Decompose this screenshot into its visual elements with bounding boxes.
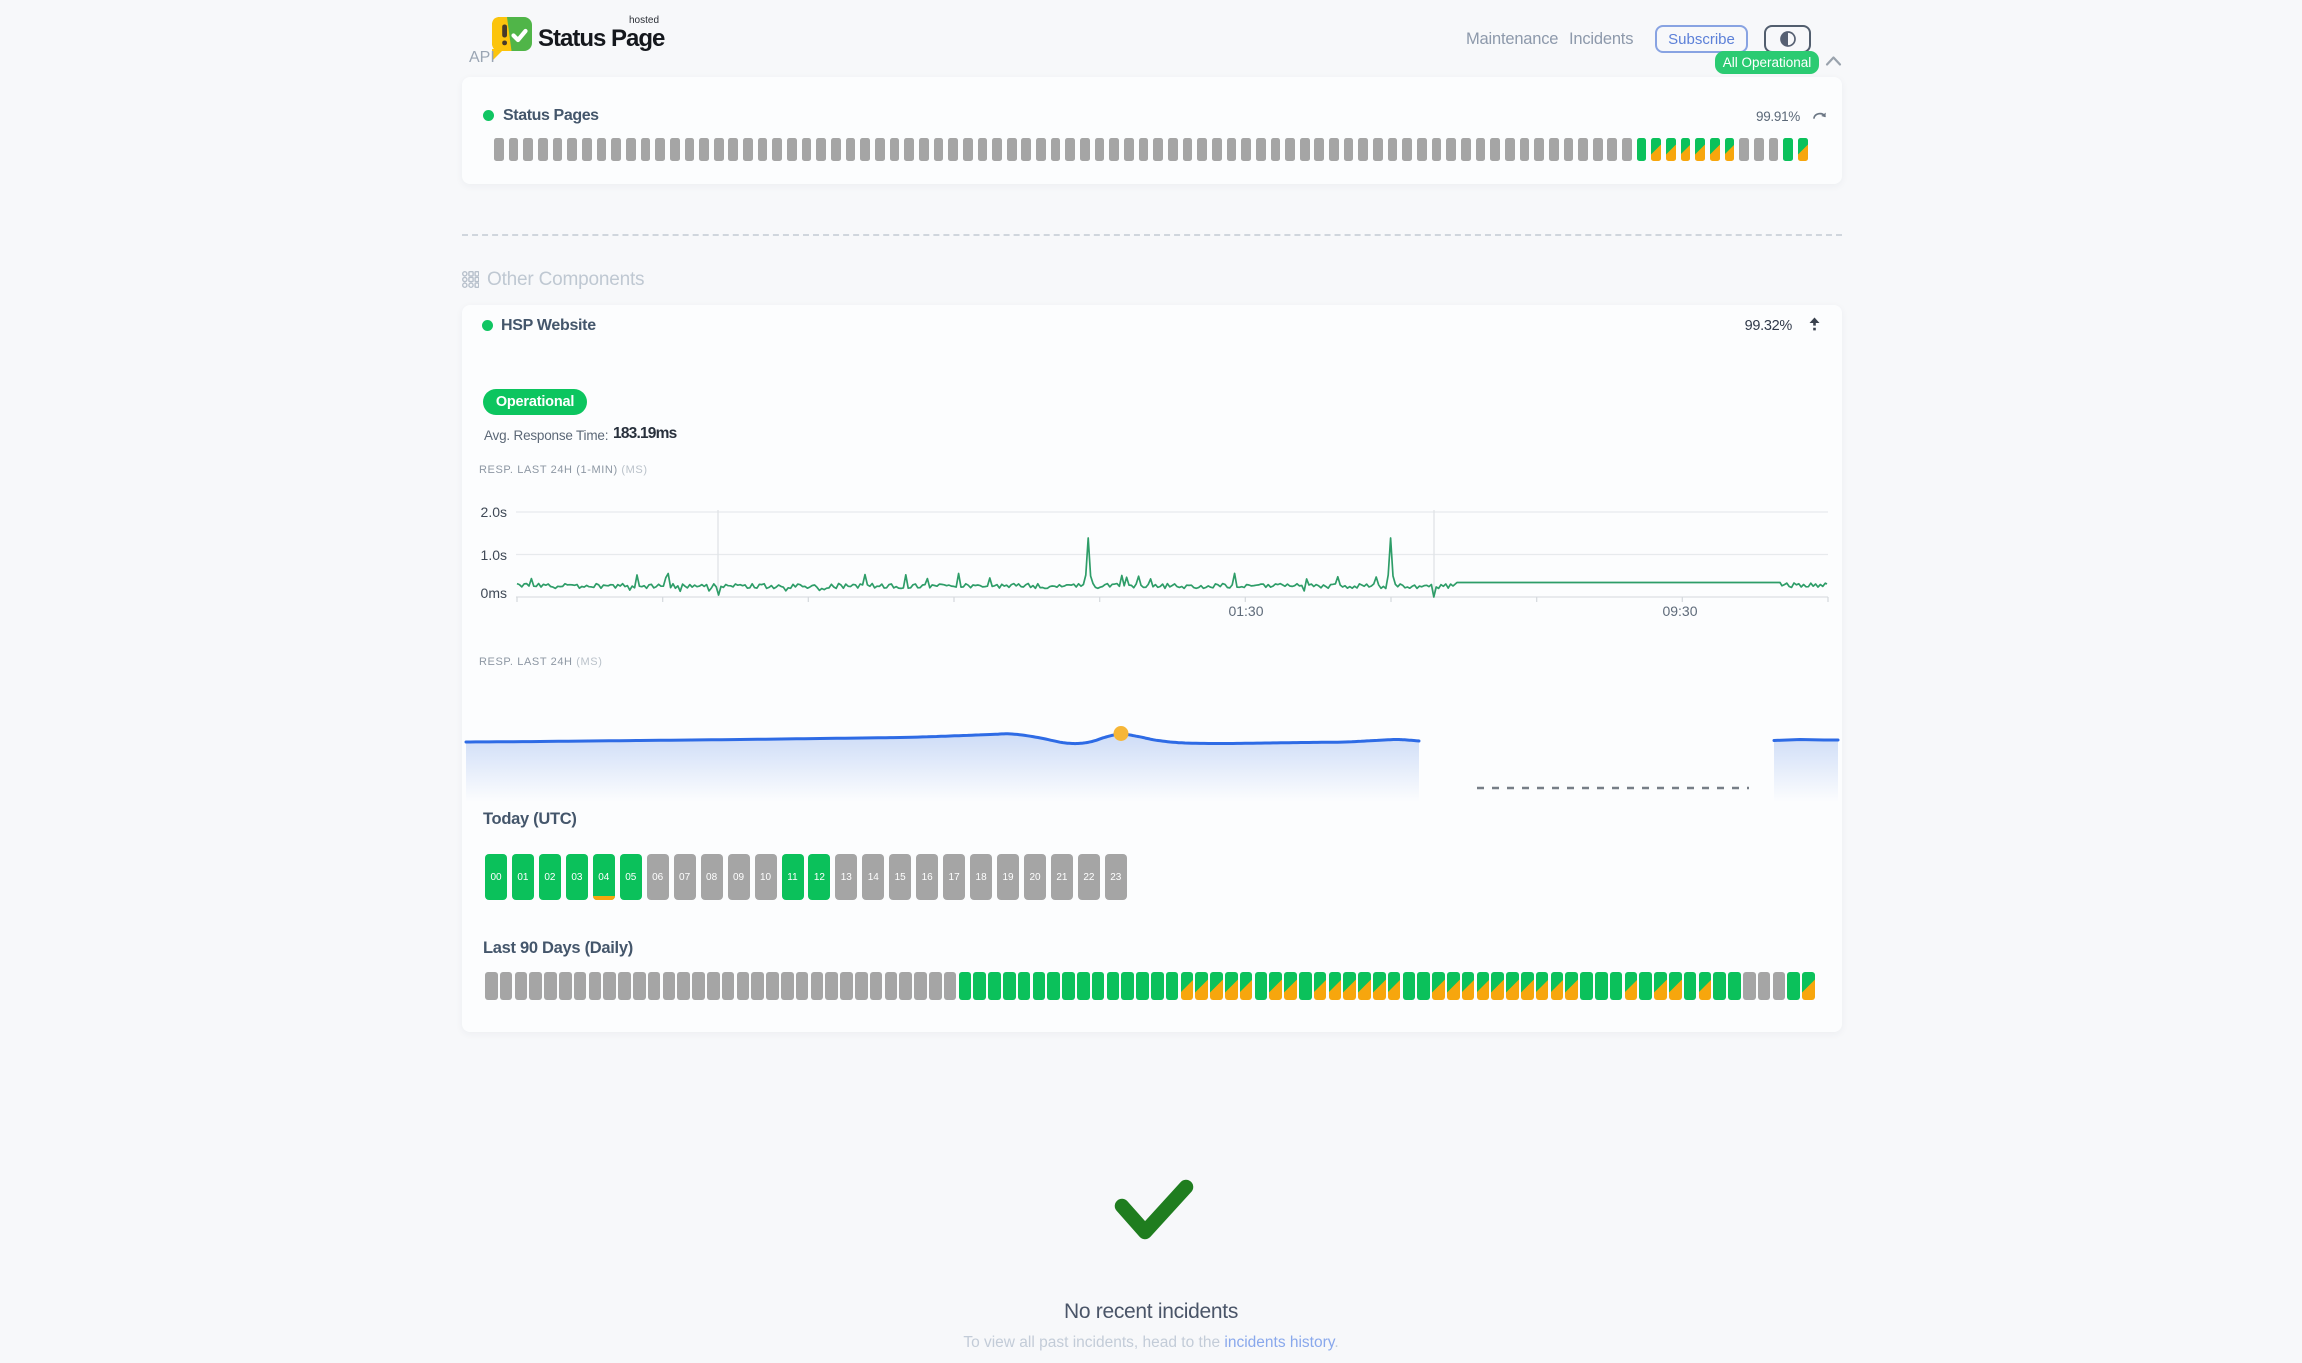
svg-text:09:30: 09:30	[1662, 603, 1697, 619]
svg-text:0ms: 0ms	[481, 585, 507, 601]
svg-text:1.0s: 1.0s	[481, 547, 507, 563]
svg-text:01:30: 01:30	[1228, 603, 1263, 619]
svg-text:2.0s: 2.0s	[481, 504, 507, 520]
